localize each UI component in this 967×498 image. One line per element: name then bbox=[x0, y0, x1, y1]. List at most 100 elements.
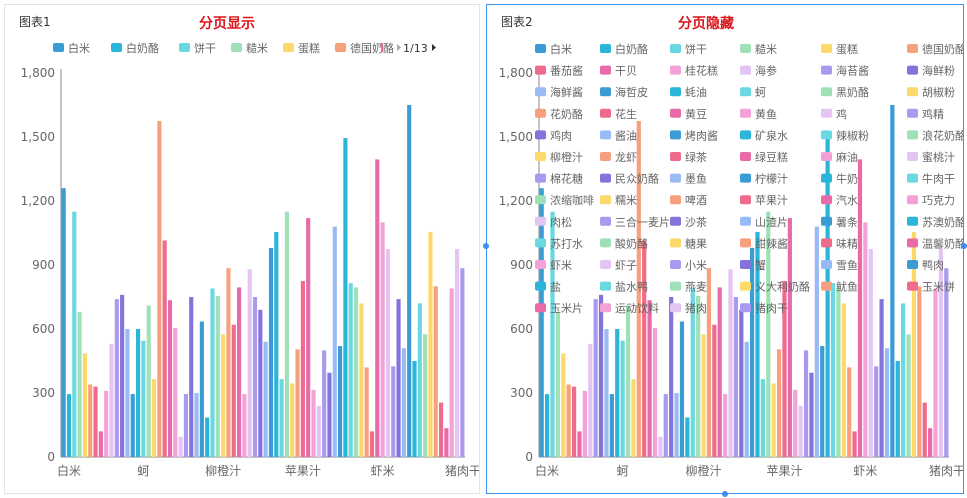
bar-糖果[interactable] bbox=[841, 303, 846, 457]
legend-item[interactable]: 白米 bbox=[550, 42, 572, 56]
bar-玉米饼[interactable] bbox=[922, 402, 927, 457]
legend-item[interactable]: 蟹 bbox=[755, 258, 766, 272]
bar-山渣片[interactable] bbox=[332, 226, 337, 457]
legend-prev-icon[interactable] bbox=[397, 44, 401, 51]
bar-鸡[interactable] bbox=[178, 436, 183, 457]
legend-item[interactable]: 肉松 bbox=[550, 215, 572, 229]
legend-item[interactable]: 鸡肉 bbox=[550, 128, 572, 142]
bar-三合一麦片[interactable] bbox=[322, 350, 327, 457]
legend-item[interactable]: 柠檬汁 bbox=[755, 172, 788, 186]
bar-龙虾[interactable] bbox=[706, 268, 712, 457]
bar-鸡肉[interactable] bbox=[189, 297, 194, 457]
legend-item[interactable]: 柳橙汁 bbox=[550, 150, 583, 164]
bar-柠檬汁[interactable] bbox=[749, 247, 755, 457]
bar-矿泉水[interactable] bbox=[205, 417, 210, 457]
bar-辣椒粉[interactable] bbox=[690, 288, 695, 457]
legend-item[interactable]: 鸭肉 bbox=[922, 259, 944, 272]
bar-黄豆[interactable] bbox=[167, 300, 173, 457]
bar-蜜桃汁[interactable] bbox=[728, 269, 733, 457]
bar-蚝油[interactable] bbox=[136, 329, 141, 457]
legend-item[interactable]: 巧克力 bbox=[922, 194, 955, 207]
bar-海参[interactable] bbox=[588, 343, 593, 457]
chart-panel-paged-legend[interactable]: 图表1 分页显示 0 300 600 900 1,200 1,500 1,800 白米蚵柳橙汁 苹果… bbox=[4, 4, 481, 494]
bar-矿泉水[interactable] bbox=[685, 417, 690, 457]
legend-item[interactable]: 海鲜粉 bbox=[922, 64, 955, 78]
bar-蟹[interactable] bbox=[879, 299, 884, 457]
bar-柳橙汁[interactable] bbox=[701, 334, 706, 457]
legend-item[interactable]: 海鲜酱 bbox=[550, 85, 583, 99]
bar-啤酒[interactable] bbox=[295, 349, 300, 457]
legend-item[interactable]: 酱油 bbox=[615, 128, 637, 142]
legend-item[interactable]: 汽水 bbox=[836, 193, 858, 207]
bar-盐水鸭[interactable] bbox=[417, 303, 422, 457]
legend-item[interactable]: 猪肉干 bbox=[755, 302, 788, 315]
bar-海苔酱[interactable] bbox=[114, 299, 119, 457]
legend-item[interactable]: 海哲皮 bbox=[615, 85, 648, 99]
legend-item[interactable]: 小米 bbox=[685, 259, 707, 272]
legend-item[interactable]: 黄豆 bbox=[685, 107, 707, 121]
legend-item[interactable]: 糖果 bbox=[685, 236, 707, 250]
legend-item[interactable]: 白奶酪 bbox=[615, 42, 648, 56]
legend-item[interactable]: 酸奶酪 bbox=[615, 236, 648, 250]
legend-item[interactable]: 鱿鱼 bbox=[836, 280, 858, 294]
bar-汽水[interactable] bbox=[306, 218, 311, 457]
bar-糙米[interactable] bbox=[555, 311, 560, 457]
bar-巧克力[interactable] bbox=[311, 389, 316, 457]
resize-handle-left[interactable] bbox=[483, 243, 489, 249]
legend-item[interactable]: 棉花糖 bbox=[550, 172, 583, 186]
bar-民众奶酪[interactable] bbox=[258, 309, 263, 457]
bar-盐水鸭[interactable] bbox=[901, 303, 906, 457]
bar-虾米[interactable] bbox=[380, 222, 385, 457]
legend-item[interactable]: 燕麦 bbox=[685, 281, 707, 294]
bar-盐[interactable] bbox=[895, 361, 900, 457]
bar-番茄酱[interactable] bbox=[93, 386, 98, 457]
bar-虾米[interactable] bbox=[863, 222, 868, 457]
bar-汽水[interactable] bbox=[787, 218, 792, 457]
bar-辣椒粉[interactable] bbox=[210, 288, 215, 457]
legend-item[interactable]: 浪花奶酪 bbox=[922, 128, 966, 142]
bar-蛋糕[interactable] bbox=[82, 353, 87, 457]
legend-item[interactable]: 龙虾 bbox=[615, 151, 637, 164]
bar-花生[interactable] bbox=[642, 240, 647, 457]
bar-牛奶[interactable] bbox=[755, 231, 760, 457]
bar-海鲜酱[interactable] bbox=[125, 329, 130, 457]
legend-item[interactable]: 德国奶酪 bbox=[350, 41, 394, 55]
legend-item[interactable]: 糙米 bbox=[755, 42, 777, 56]
bar-温馨奶酪[interactable] bbox=[857, 159, 863, 457]
bar-浓缩咖啡[interactable] bbox=[766, 211, 771, 457]
bar-龙虾[interactable] bbox=[226, 268, 231, 457]
bar-牛肉干[interactable] bbox=[279, 379, 284, 457]
bar-柳橙汁[interactable] bbox=[221, 334, 226, 457]
bar-蚵[interactable] bbox=[141, 340, 146, 457]
bar-猪肉[interactable] bbox=[454, 249, 460, 457]
bar-麻油[interactable] bbox=[242, 394, 247, 457]
bar-蟹[interactable] bbox=[396, 299, 401, 457]
chart-panel-hidden-paging[interactable]: 图表2 分页隐藏 0 300 600 900 1,200 1,500 1,800 白米蚵柳橙汁 苹果… bbox=[486, 4, 966, 494]
bar-虾子[interactable] bbox=[868, 249, 873, 457]
bar-黄豆[interactable] bbox=[647, 300, 652, 457]
bar-猪肉干[interactable] bbox=[460, 268, 465, 457]
bar-德国奶酪[interactable] bbox=[566, 384, 571, 457]
bar-三合一麦片[interactable] bbox=[803, 350, 809, 457]
bar-温馨奶酪[interactable] bbox=[375, 159, 380, 457]
bar-桂花糕[interactable] bbox=[582, 390, 587, 457]
legend-item[interactable]: 蛋糕 bbox=[298, 41, 320, 55]
legend-item[interactable]: 桂花糕 bbox=[685, 64, 718, 78]
bar-味精[interactable] bbox=[369, 431, 375, 457]
legend-item[interactable]: 绿茶 bbox=[685, 150, 707, 164]
legend-item[interactable]: 墨鱼 bbox=[685, 172, 707, 186]
legend-item[interactable]: 苏打水 bbox=[550, 236, 583, 250]
bar-沙茶[interactable] bbox=[809, 372, 814, 457]
bar-鸡肉[interactable] bbox=[669, 297, 674, 457]
bar-干贝[interactable] bbox=[577, 431, 582, 457]
legend-item[interactable]: 黄鱼 bbox=[755, 107, 777, 121]
legend-item[interactable]: 薯条 bbox=[836, 215, 858, 229]
bar-饼干[interactable] bbox=[72, 211, 77, 457]
bar-玉米片[interactable] bbox=[928, 428, 933, 457]
legend-item[interactable]: 玉米片 bbox=[550, 302, 583, 315]
bar-蛋糕[interactable] bbox=[561, 353, 566, 457]
bar-饼干[interactable] bbox=[550, 211, 555, 457]
legend-item[interactable]: 黑奶酪 bbox=[836, 85, 869, 99]
bar-山渣片[interactable] bbox=[814, 226, 819, 457]
bar-虾子[interactable] bbox=[385, 249, 390, 457]
